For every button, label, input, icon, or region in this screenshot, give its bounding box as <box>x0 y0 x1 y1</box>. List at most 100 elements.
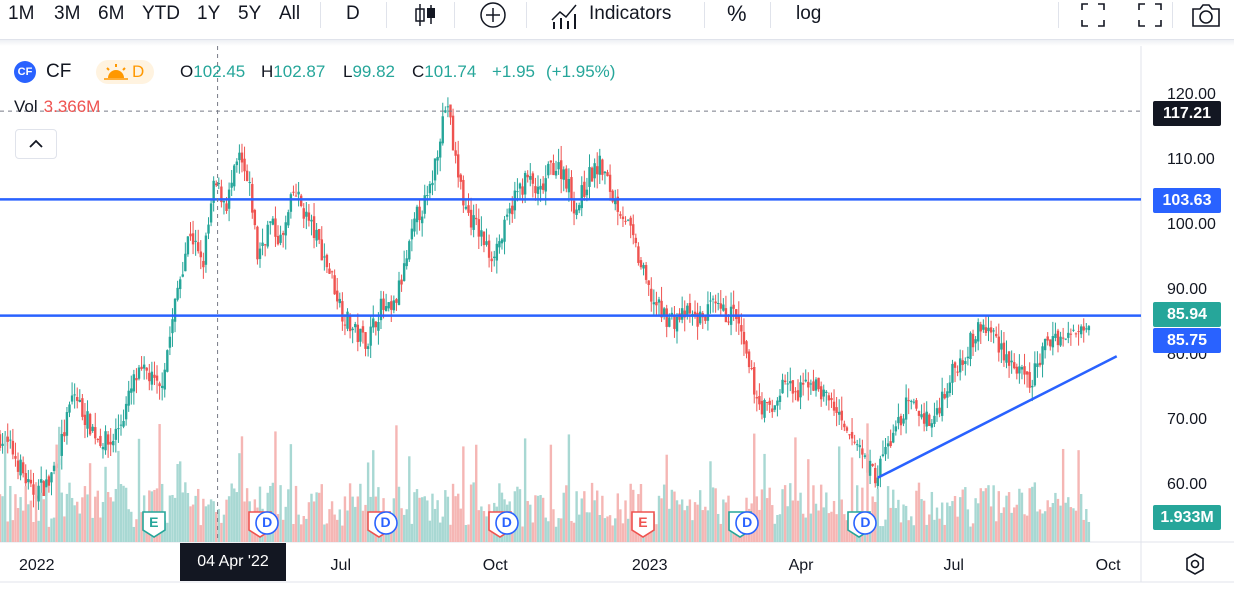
x-tick-label: Jul <box>331 557 351 574</box>
volume-bar <box>433 508 437 542</box>
candle-body <box>603 171 607 174</box>
candle-body <box>346 311 349 329</box>
range-ytd-button[interactable]: YTD <box>142 3 180 24</box>
range-3m-button[interactable]: 3M <box>54 3 81 24</box>
volume-bar <box>29 500 33 542</box>
candle-body <box>639 260 643 268</box>
volume-bar <box>807 459 810 542</box>
interval-button[interactable]: D <box>346 3 360 24</box>
candle-body <box>673 314 676 329</box>
dividend-marker[interactable]: D <box>852 510 878 538</box>
candle-body <box>1067 332 1070 338</box>
candle-body <box>217 183 221 185</box>
candle-body <box>1079 326 1083 335</box>
candle-body <box>202 260 205 268</box>
percent-scale-button[interactable]: % <box>727 1 747 26</box>
volume-bar <box>140 512 143 542</box>
candle-body <box>912 401 916 403</box>
candle-body <box>521 186 524 195</box>
volume-bar <box>933 519 936 542</box>
candle-body <box>902 418 905 424</box>
candle-body <box>431 182 434 186</box>
dividend-marker[interactable]: D <box>254 510 280 538</box>
candle-body <box>70 395 74 402</box>
settings-icon[interactable] <box>1183 552 1207 576</box>
fullscreen-alt-icon[interactable] <box>1137 2 1163 28</box>
volume-bar <box>961 489 964 542</box>
indicators-chart-icon[interactable] <box>550 2 580 30</box>
candle-body <box>874 468 877 484</box>
dividend-marker[interactable]: D <box>494 510 520 538</box>
volume-bar <box>892 489 895 542</box>
indicators-button[interactable]: Indicators <box>589 3 672 24</box>
volume-bar <box>809 513 813 542</box>
candle-body <box>920 414 923 418</box>
collapse-legend-button[interactable] <box>15 129 57 159</box>
candle-body <box>158 383 161 387</box>
candle-body <box>86 411 89 429</box>
candle-body <box>840 410 843 421</box>
volume-bar <box>619 509 622 542</box>
earnings-marker[interactable]: E <box>141 510 167 538</box>
candle-body <box>1028 372 1031 388</box>
volume-bar <box>915 490 918 542</box>
candle-body <box>559 160 563 179</box>
candle-body <box>413 218 416 232</box>
volume-bar <box>976 503 980 542</box>
dividend-marker[interactable]: D <box>734 510 760 538</box>
candle-body <box>961 360 964 365</box>
volume-bar <box>45 487 48 542</box>
candle-body <box>897 417 900 424</box>
session-badge[interactable]: D <box>96 60 154 84</box>
candle-body <box>104 431 107 451</box>
volume-bar <box>281 519 285 542</box>
candle-body <box>740 325 743 332</box>
candle-body <box>410 228 414 240</box>
range-1m-button[interactable]: 1M <box>8 3 35 24</box>
symbol-name[interactable]: CF <box>46 61 72 82</box>
range-1y-button[interactable]: 1Y <box>197 3 221 24</box>
volume-bar <box>956 516 959 542</box>
candle-body <box>753 367 756 395</box>
candle-body <box>351 328 354 331</box>
fullscreen-icon[interactable] <box>1080 2 1106 28</box>
y-tick-label: 100.00 <box>1167 216 1216 233</box>
candle-body <box>771 408 774 412</box>
candle-body <box>189 233 192 237</box>
volume-bar <box>1005 495 1008 542</box>
dividend-marker[interactable]: D <box>373 510 399 538</box>
volume-bar <box>943 524 946 542</box>
log-scale-button[interactable]: log <box>796 3 822 24</box>
candle-body <box>1018 366 1021 374</box>
candle-body <box>299 195 303 207</box>
candle-body <box>976 322 980 342</box>
range-6m-button[interactable]: 6M <box>98 3 125 24</box>
candle-body <box>310 219 313 222</box>
candle-body <box>693 311 697 316</box>
range-5y-button[interactable]: 5Y <box>238 3 262 24</box>
candle-body <box>647 280 650 285</box>
candle-body <box>184 253 187 272</box>
compare-plus-icon[interactable] <box>479 2 507 30</box>
volume-bar <box>1061 448 1065 542</box>
candles-icon[interactable] <box>412 2 438 28</box>
volume-bar <box>794 437 797 542</box>
volume-bar <box>704 506 707 542</box>
camera-icon[interactable] <box>1190 2 1222 28</box>
candle-body <box>142 364 146 369</box>
candle-body <box>529 176 532 180</box>
earnings-marker[interactable]: E <box>630 510 656 538</box>
volume-bar <box>119 484 123 542</box>
candle-body <box>719 303 722 309</box>
volume-bar <box>1036 511 1039 542</box>
volume-bar <box>9 485 12 542</box>
volume-bar <box>16 508 20 542</box>
candle-body <box>688 303 692 314</box>
volume-bar <box>101 501 105 542</box>
range-all-button[interactable]: All <box>279 3 301 24</box>
candle-body <box>735 309 738 320</box>
candle-body <box>402 263 406 281</box>
volume-bar <box>554 526 558 542</box>
candle-body <box>884 446 887 455</box>
